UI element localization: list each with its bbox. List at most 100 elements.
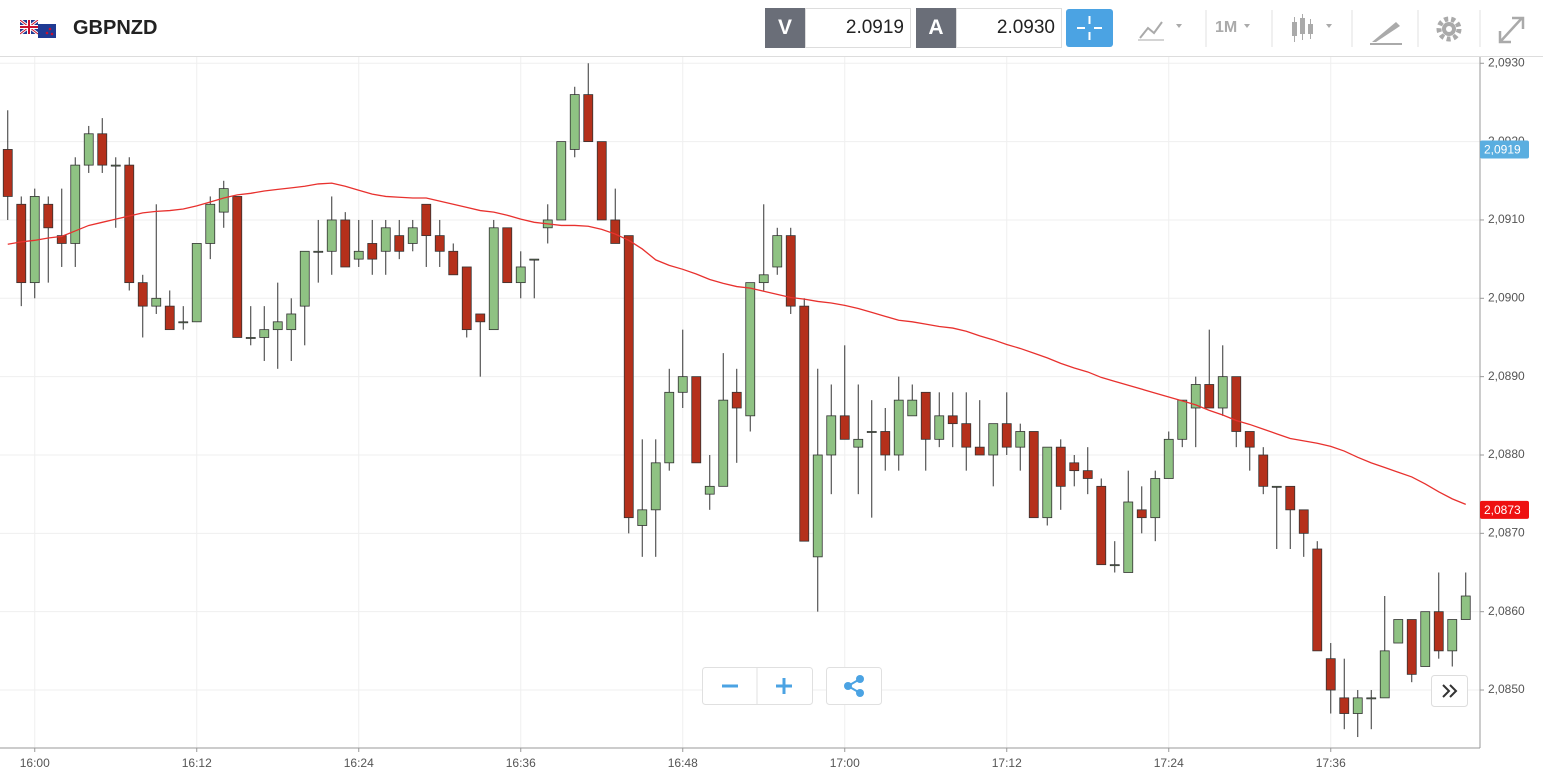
x-tick-label: 16:24 [344,756,374,770]
symbol: GBPNZD [73,17,158,39]
settings-button[interactable] [1436,16,1462,42]
candle-body [664,391,675,464]
candle-body [2,149,13,197]
candle-body [1352,697,1363,714]
candle-body [758,274,769,284]
y-tick-label: 2,0910 [1488,212,1525,226]
zoom-in[interactable] [776,678,792,694]
candle-body [245,337,256,339]
x-tick-label: 16:00 [20,756,50,770]
candle-body [772,235,783,268]
timeframe-caret [1244,24,1250,28]
candle-body [718,399,729,487]
candle-body [124,164,135,284]
candle-body [1217,376,1228,409]
candle-body [988,423,999,456]
candle-body [1325,658,1336,691]
candle-body [1028,431,1039,519]
candle-body [1042,446,1053,519]
candle-body [380,227,391,252]
fullscreen-button[interactable] [1498,16,1525,44]
candle-body [920,391,931,440]
candle-body [812,454,823,558]
crosshair-button[interactable] [1066,9,1113,47]
candle-body [1258,454,1269,487]
candle-body [407,227,418,244]
candle-body [475,313,486,323]
x-tick-label: 17:36 [1316,756,1346,770]
y-tick-label: 2,0880 [1488,447,1525,461]
timeframe[interactable]: 1M [1215,19,1238,36]
candle-body [934,415,945,440]
candle-body [785,235,796,307]
candle-body [731,391,742,409]
x-tick-label: 16:36 [506,756,536,770]
candle-body [826,415,837,456]
draw-button[interactable] [1370,22,1402,45]
x-tick-label: 17:12 [992,756,1022,770]
candle-body [1163,438,1174,479]
candle-body [191,243,202,323]
candle-body [1136,509,1147,519]
y-tick-label: 2,0930 [1488,55,1525,69]
candle-body [853,438,864,448]
candle-body [56,235,67,244]
candle-body [893,399,904,456]
candle-body [1420,611,1431,667]
candle-body [353,250,364,260]
candle-body [1069,462,1080,472]
candle-body [1366,697,1377,700]
x-tick-label: 17:24 [1154,756,1184,770]
candle-body [677,376,688,393]
candle-body [569,94,580,150]
candle-body [866,431,877,433]
candle-body [1190,384,1201,409]
candle-body [515,266,526,284]
candle-body [421,203,432,237]
candle-body [1150,478,1161,519]
candle-body [1177,399,1188,440]
candle-body [650,462,661,511]
candle-body [218,188,229,213]
zoom-controls [702,667,882,705]
candle-body [394,235,405,252]
candle-body [1285,485,1296,511]
candle-body [799,305,810,542]
candle-type-button[interactable] [1292,14,1332,42]
bid-label: V [765,8,805,48]
candle-body [880,431,891,456]
candle-body [1339,697,1350,714]
toolbar-icons [1138,10,1525,47]
candle-body [610,219,621,244]
candle-body [691,376,702,464]
candle-body [1015,431,1026,448]
scroll-end-button[interactable] [1431,675,1469,708]
candle-body [1231,376,1242,432]
candle-body [1271,485,1282,488]
candle-body [704,485,715,495]
candle-body [272,321,283,331]
candle-body [367,243,378,260]
candle-body [907,399,918,417]
candle-body [313,250,324,253]
flag-icon [20,20,56,38]
candle-body [259,329,270,338]
candle-body [596,141,607,221]
candle-body [70,164,81,244]
candle-body [97,133,108,166]
y-tick-label: 2,0900 [1488,290,1525,304]
share-button[interactable] [826,667,882,705]
candle-body [461,266,472,331]
y-tick-label: 2,0890 [1488,369,1525,383]
x-tick-label: 16:12 [182,756,212,770]
toolbar: GBPNZD V 2.0919 A 2.0930 1M [0,0,1543,57]
y-tick-label: 2,0850 [1488,682,1525,696]
candle-body [1379,650,1390,699]
candle-body [1433,611,1444,652]
x-tick-label: 16:48 [668,756,698,770]
candle-body [1109,564,1120,567]
chart-type-button[interactable] [1138,21,1182,41]
candle-body [1096,485,1107,566]
